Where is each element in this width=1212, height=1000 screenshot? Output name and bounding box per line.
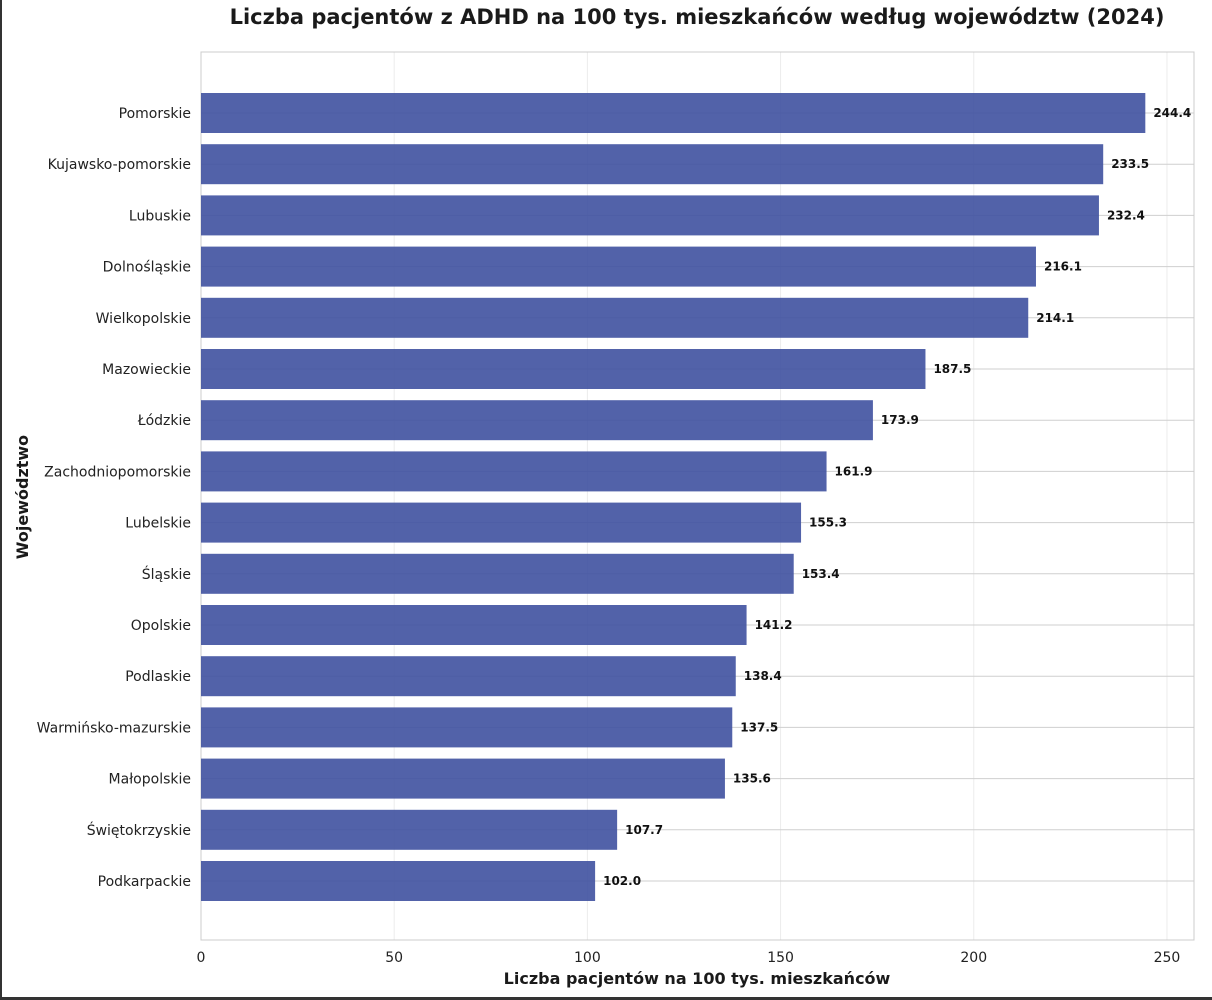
category-label: Mazowieckie bbox=[102, 362, 191, 378]
bar bbox=[201, 349, 926, 389]
x-tick-label: 0 bbox=[197, 950, 206, 966]
value-label: 233.5 bbox=[1111, 157, 1149, 171]
bar bbox=[201, 809, 618, 850]
x-axis-label: Liczba pacjentów na 100 tys. mieszkańców bbox=[504, 969, 891, 988]
bar bbox=[201, 246, 1036, 287]
category-label: Podlaskie bbox=[125, 669, 191, 685]
x-tick-labels: 0 50 100 150 200 250 bbox=[197, 950, 1181, 966]
category-label: Śląskie bbox=[142, 565, 191, 583]
value-labels: 244.4 233.5 232.4 216.1 214.1 187.5 173.9 161.9… bbox=[603, 106, 1191, 888]
value-label: 173.9 bbox=[881, 413, 919, 427]
bar bbox=[201, 93, 1146, 133]
bar bbox=[201, 605, 747, 645]
bar bbox=[201, 707, 733, 748]
category-label: Opolskie bbox=[131, 618, 191, 634]
category-label: Świętokrzyskie bbox=[87, 821, 191, 839]
category-label: Lubuskie bbox=[129, 208, 191, 224]
value-label: 153.4 bbox=[802, 567, 840, 581]
category-label: Podkarpackie bbox=[98, 874, 191, 890]
category-label: Warmińsko-mazurskie bbox=[37, 720, 191, 736]
value-label: 137.5 bbox=[740, 720, 778, 734]
value-label: 187.5 bbox=[933, 362, 971, 376]
value-label: 216.1 bbox=[1044, 260, 1082, 274]
category-label: Lubelskie bbox=[125, 516, 191, 532]
category-label: Kujawsko-pomorskie bbox=[48, 157, 191, 173]
x-tick-label: 200 bbox=[960, 950, 987, 966]
chart-title: Liczba pacjentów z ADHD na 100 tys. mies… bbox=[230, 5, 1165, 29]
value-label: 135.6 bbox=[733, 772, 771, 786]
category-label: Łódzkie bbox=[137, 413, 191, 429]
bar bbox=[201, 297, 1029, 338]
value-label: 155.3 bbox=[809, 516, 847, 530]
category-label: Dolnośląskie bbox=[103, 260, 191, 276]
bar bbox=[201, 656, 736, 697]
category-label: Wielkopolskie bbox=[96, 311, 191, 327]
y-axis-label: Województwo bbox=[13, 435, 32, 559]
x-tick-label: 50 bbox=[385, 950, 403, 966]
x-tick-label: 150 bbox=[767, 950, 794, 966]
value-label: 214.1 bbox=[1036, 311, 1074, 325]
value-label: 107.7 bbox=[625, 823, 663, 837]
grid-lines bbox=[200, 52, 1194, 940]
bar bbox=[201, 758, 725, 799]
category-label: Małopolskie bbox=[109, 772, 191, 788]
category-label: Zachodniopomorskie bbox=[44, 464, 191, 480]
value-label: 138.4 bbox=[744, 669, 782, 683]
value-label: 141.2 bbox=[755, 618, 793, 632]
plot-area-frame bbox=[200, 51, 1195, 941]
bar bbox=[201, 553, 794, 594]
bar bbox=[201, 451, 827, 492]
value-label: 244.4 bbox=[1153, 106, 1191, 120]
category-label: Pomorskie bbox=[119, 106, 191, 122]
bar bbox=[201, 144, 1104, 185]
value-label: 161.9 bbox=[835, 464, 873, 478]
bars bbox=[201, 93, 1146, 901]
bar bbox=[201, 861, 596, 901]
value-label: 232.4 bbox=[1107, 208, 1145, 222]
x-tick-label: 100 bbox=[574, 950, 601, 966]
x-tick-label: 250 bbox=[1154, 950, 1181, 966]
value-label: 102.0 bbox=[603, 874, 641, 888]
category-labels: Pomorskie Kujawsko-pomorskie Lubuskie Dolno… bbox=[37, 106, 191, 890]
bar bbox=[201, 502, 802, 543]
bar bbox=[201, 400, 873, 441]
bar bbox=[201, 195, 1099, 236]
